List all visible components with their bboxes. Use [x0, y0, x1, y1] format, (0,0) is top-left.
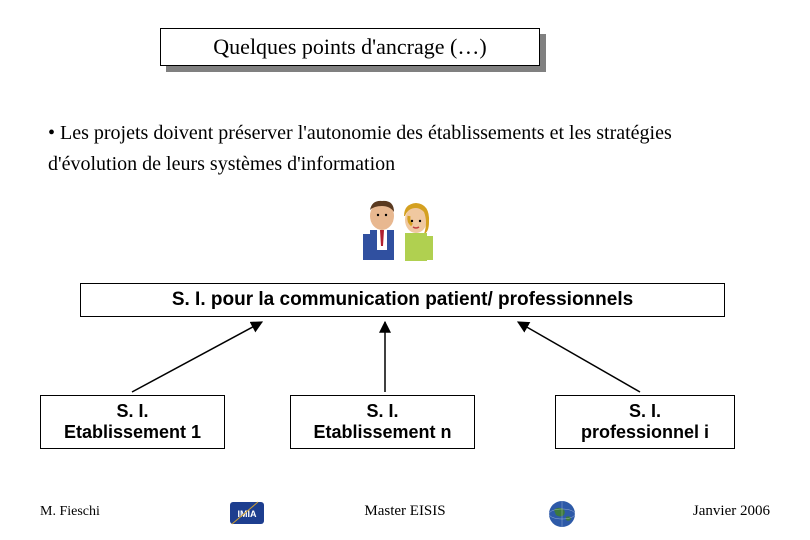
footer-logo-globe-icon [548, 500, 576, 528]
people-illustration [350, 198, 445, 268]
child-box-1-line1: S. I. [116, 401, 148, 422]
child-box-etablissement-1: S. I. Etablissement 1 [40, 395, 225, 449]
child-box-3-line2: professionnel i [581, 422, 709, 443]
child-box-professionnel-i: S. I. professionnel i [555, 395, 735, 449]
footer-date: Janvier 2006 [693, 503, 770, 520]
child-box-etablissement-n: S. I. Etablissement n [290, 395, 475, 449]
child-box-2-line2: Etablissement n [313, 422, 451, 443]
child-box-1-line2: Etablissement 1 [64, 422, 201, 443]
footer-title: Master EISIS [0, 503, 810, 520]
slide-title: Quelques points d'ancrage (…) [160, 28, 540, 66]
center-si-box: S. I. pour la communication patient/ pro… [80, 283, 725, 317]
slide-title-container: Quelques points d'ancrage (…) [160, 28, 540, 66]
bullet-text: • Les projets doivent préserver l'autono… [48, 118, 762, 180]
child-box-3-line1: S. I. [629, 401, 661, 422]
footer-logo-imia-icon: IMIA [228, 498, 266, 528]
child-box-2-line1: S. I. [366, 401, 398, 422]
diagram-arrows [0, 0, 810, 540]
